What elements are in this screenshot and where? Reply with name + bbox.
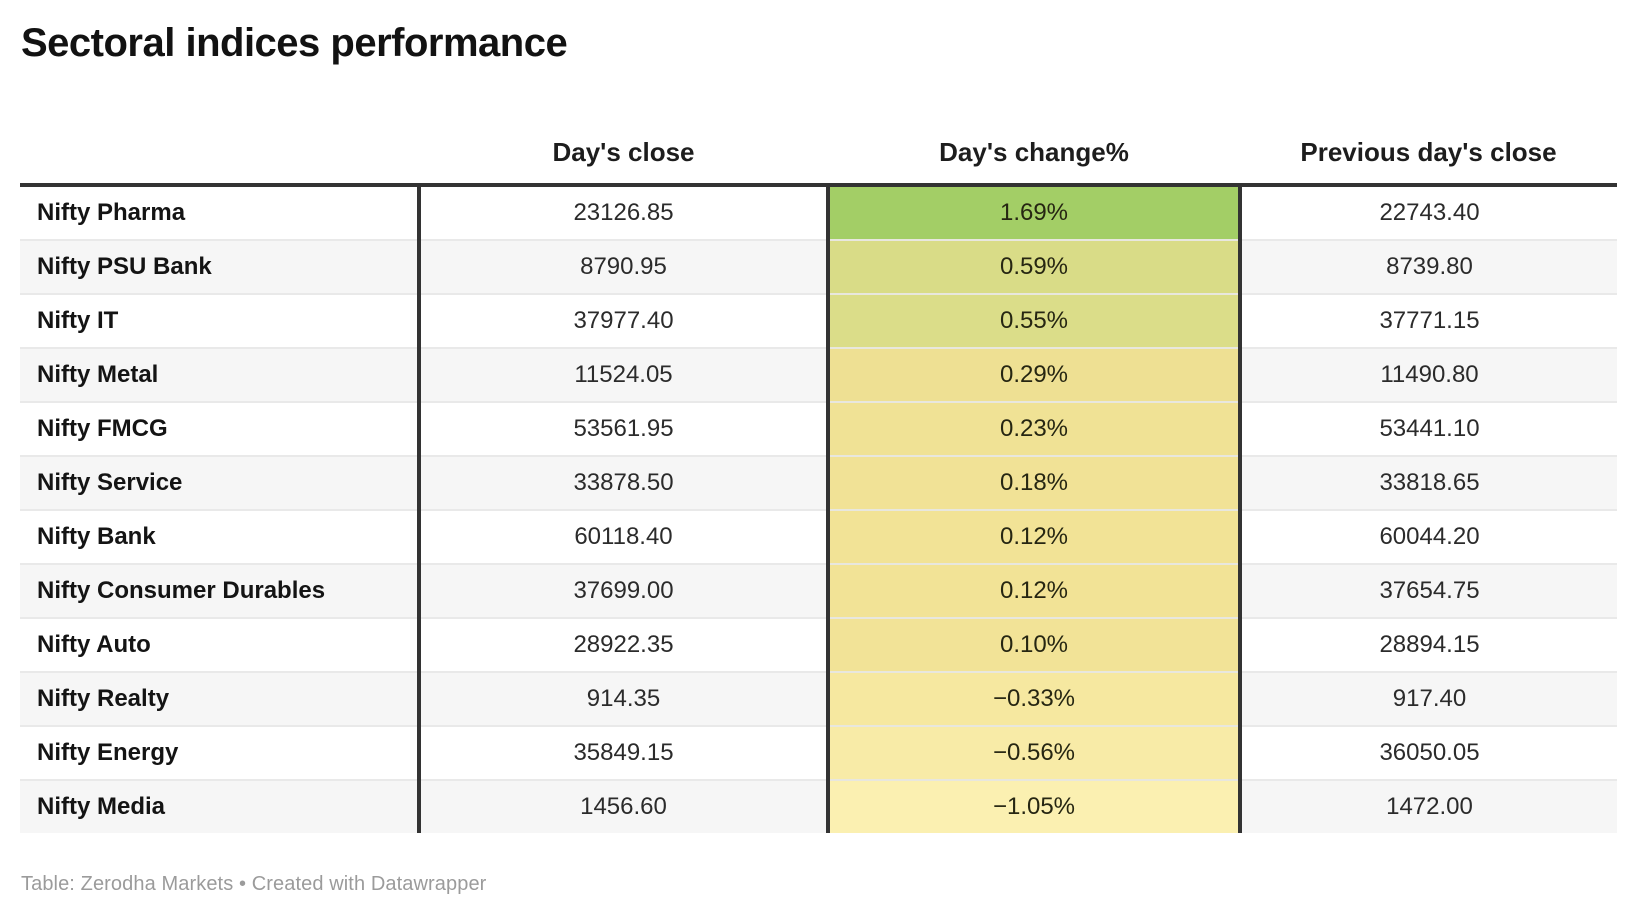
days-change-cell: 0.29%	[826, 347, 1242, 402]
days-change-cell: −0.33%	[826, 671, 1242, 726]
prev-close-value: 917.40	[1240, 671, 1617, 726]
table-row: Nifty Realty 914.35 −0.33% 917.40	[20, 671, 1617, 726]
index-label: Nifty Pharma	[20, 185, 421, 240]
index-label: Nifty Media	[20, 779, 421, 833]
index-label: Nifty Bank	[20, 509, 421, 564]
table-row: Nifty Service 33878.50 0.18% 33818.65	[20, 455, 1617, 510]
prev-close-value: 11490.80	[1240, 347, 1617, 402]
prev-close-value: 53441.10	[1240, 401, 1617, 456]
column-header-index-name	[20, 92, 419, 187]
days-change-cell: −1.05%	[826, 779, 1242, 833]
days-change-cell: 0.59%	[826, 239, 1242, 294]
days-close-value: 23126.85	[419, 185, 828, 240]
table-header-row: Day's close Day's change% Previous day's…	[20, 92, 1617, 187]
days-change-cell: −0.56%	[826, 725, 1242, 780]
table-row: Nifty Media 1456.60 −1.05% 1472.00	[20, 779, 1617, 833]
table-row: Nifty PSU Bank 8790.95 0.59% 8739.80	[20, 239, 1617, 294]
days-close-value: 33878.50	[419, 455, 828, 510]
prev-close-value: 1472.00	[1240, 779, 1617, 833]
prev-close-value: 33818.65	[1240, 455, 1617, 510]
days-change-cell: 1.69%	[826, 185, 1242, 240]
days-close-value: 28922.35	[419, 617, 828, 672]
days-change-cell: 0.12%	[826, 509, 1242, 564]
days-close-value: 37699.00	[419, 563, 828, 618]
days-close-value: 914.35	[419, 671, 828, 726]
prev-close-value: 28894.15	[1240, 617, 1617, 672]
days-change-cell: 0.10%	[826, 617, 1242, 672]
page-title: Sectoral indices performance	[21, 21, 568, 65]
days-change-cell: 0.55%	[826, 293, 1242, 348]
sectoral-indices-page: Sectoral indices performance Day's close…	[0, 20, 1636, 914]
prev-close-value: 60044.20	[1240, 509, 1617, 564]
days-close-value: 11524.05	[419, 347, 828, 402]
index-label: Nifty Consumer Durables	[20, 563, 421, 618]
column-header-days-close: Day's close	[419, 92, 828, 187]
index-label: Nifty Energy	[20, 725, 421, 780]
prev-close-value: 37654.75	[1240, 563, 1617, 618]
index-label: Nifty PSU Bank	[20, 239, 421, 294]
column-header-previous-days-close: Previous day's close	[1240, 92, 1617, 187]
days-change-cell: 0.23%	[826, 401, 1242, 456]
prev-close-value: 36050.05	[1240, 725, 1617, 780]
index-label: Nifty Realty	[20, 671, 421, 726]
days-close-value: 35849.15	[419, 725, 828, 780]
prev-close-value: 8739.80	[1240, 239, 1617, 294]
table-row: Nifty Pharma 23126.85 1.69% 22743.40	[20, 185, 1617, 240]
days-close-value: 37977.40	[419, 293, 828, 348]
attribution-footer: Table: Zerodha Markets • Created with Da…	[21, 873, 487, 895]
table-body: Nifty Pharma 23126.85 1.69% 22743.40 Nifty P…	[20, 185, 1617, 833]
table-row: Nifty Auto 28922.35 0.10% 28894.15	[20, 617, 1617, 672]
table-row: Nifty FMCG 53561.95 0.23% 53441.10	[20, 401, 1617, 456]
index-label: Nifty Service	[20, 455, 421, 510]
table-row: Nifty IT 37977.40 0.55% 37771.15	[20, 293, 1617, 348]
days-close-value: 8790.95	[419, 239, 828, 294]
days-change-cell: 0.18%	[826, 455, 1242, 510]
index-label: Nifty IT	[20, 293, 421, 348]
days-close-value: 60118.40	[419, 509, 828, 564]
index-label: Nifty FMCG	[20, 401, 421, 456]
days-close-value: 53561.95	[419, 401, 828, 456]
index-label: Nifty Metal	[20, 347, 421, 402]
sectoral-indices-table: Day's close Day's change% Previous day's…	[20, 92, 1617, 833]
table-row: Nifty Energy 35849.15 −0.56% 36050.05	[20, 725, 1617, 780]
column-header-days-change: Day's change%	[828, 92, 1240, 187]
prev-close-value: 22743.40	[1240, 185, 1617, 240]
days-close-value: 1456.60	[419, 779, 828, 833]
index-label: Nifty Auto	[20, 617, 421, 672]
table-row: Nifty Bank 60118.40 0.12% 60044.20	[20, 509, 1617, 564]
prev-close-value: 37771.15	[1240, 293, 1617, 348]
days-change-cell: 0.12%	[826, 563, 1242, 618]
table-row: Nifty Consumer Durables 37699.00 0.12% 3765…	[20, 563, 1617, 618]
table-row: Nifty Metal 11524.05 0.29% 11490.80	[20, 347, 1617, 402]
